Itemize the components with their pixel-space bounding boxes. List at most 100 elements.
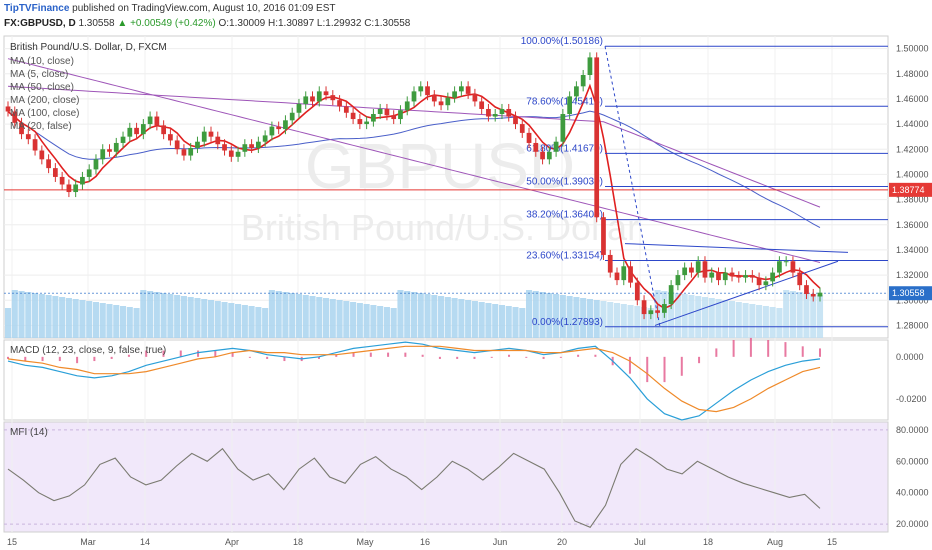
candle-body xyxy=(222,144,227,151)
candle-body xyxy=(431,95,437,102)
time-axis[interactable]: 15 Mar 14 Apr 18 May 16 Jun 20 Jul 18 Aug 15 xyxy=(7,537,837,547)
candle-body xyxy=(59,176,65,185)
time-tick-label: May xyxy=(356,537,374,547)
candle-body xyxy=(80,176,85,185)
volume-bar xyxy=(728,301,736,338)
volume-bar xyxy=(322,298,330,338)
volume-bar xyxy=(126,307,133,338)
candle-body xyxy=(330,95,336,101)
macd-histogram-bar xyxy=(819,348,821,357)
volume-bar xyxy=(505,306,512,338)
legend-ma-10[interactable]: MA (10, close) xyxy=(10,56,74,67)
candle-body xyxy=(181,149,187,156)
mfi-tick-label: 20.0000 xyxy=(896,519,929,529)
candle-body xyxy=(553,141,559,152)
volume-bar xyxy=(363,304,370,338)
candle-body xyxy=(458,86,464,92)
volume-bar xyxy=(92,302,100,338)
volume-bar xyxy=(553,294,560,338)
volume-bar xyxy=(289,293,296,338)
close-value: C:1.30558 xyxy=(364,18,411,29)
legend-ma-20[interactable]: MA (20, false) xyxy=(10,121,72,132)
volume-bar xyxy=(701,297,709,338)
candle-body xyxy=(567,96,573,115)
macd-histogram-bar xyxy=(784,342,787,357)
candle-body xyxy=(168,134,173,141)
trendlines[interactable] xyxy=(624,243,849,326)
mfi-legend[interactable]: MFI (14) xyxy=(10,427,48,438)
chart-header: TipTVFinance published on TradingView.co… xyxy=(0,0,932,34)
candle-body xyxy=(438,101,444,106)
macd-line xyxy=(7,341,821,421)
candle-body xyxy=(377,108,383,115)
candle-body xyxy=(418,86,424,92)
volume-bar xyxy=(586,299,593,338)
volume-bar xyxy=(72,299,79,338)
volume-bar xyxy=(688,295,695,338)
macd-histogram-bar xyxy=(438,356,441,359)
candle-body xyxy=(113,142,119,152)
volume-bar xyxy=(566,296,573,338)
price-tick-label: 1.44000 xyxy=(896,119,929,129)
time-tick-label: Aug xyxy=(767,537,783,547)
candle-body xyxy=(472,93,478,102)
price-axis[interactable]: 1.50000 1.48000 1.46000 1.44000 1.42000 1.400… xyxy=(889,44,932,530)
candle-body xyxy=(601,217,606,255)
candle-body xyxy=(804,285,809,294)
volume-bar xyxy=(458,299,465,338)
volume-bar xyxy=(519,308,526,338)
lower-trendline xyxy=(654,260,839,326)
time-tick-label: Apr xyxy=(225,537,239,547)
volume-bar xyxy=(444,297,451,338)
candle-body xyxy=(621,266,627,281)
candle-body xyxy=(492,114,498,117)
candle-body xyxy=(364,121,370,125)
candle-body xyxy=(93,159,99,170)
ma-50-line xyxy=(7,110,821,229)
volume-bar xyxy=(708,298,715,338)
candle-body xyxy=(668,285,674,305)
volume-bar xyxy=(749,304,756,338)
volume-bar xyxy=(383,307,390,338)
candle-body xyxy=(797,272,803,286)
volume-bar xyxy=(79,300,86,338)
candle-body xyxy=(228,150,234,157)
volume-bar xyxy=(607,302,614,338)
fib-level-label: 100.00%(1.50186) xyxy=(521,36,603,47)
volume-bar xyxy=(140,290,147,338)
volume-bar xyxy=(309,296,316,338)
volume-bar xyxy=(390,308,397,338)
macd-histogram-bar xyxy=(58,356,61,362)
candle-body xyxy=(634,282,640,301)
legend-ma-5[interactable]: MA (5, close) xyxy=(10,69,68,80)
macd-histogram-bar xyxy=(7,356,9,359)
volume-bar xyxy=(600,301,607,338)
candle-body xyxy=(343,106,349,113)
candle-body xyxy=(208,131,214,137)
legend-ma-50[interactable]: MA (50, close) xyxy=(10,82,74,93)
candle-body xyxy=(276,126,282,130)
candle-body xyxy=(147,116,153,125)
candle-body xyxy=(560,114,566,142)
volume-bar xyxy=(769,307,776,338)
macd-histogram-bar xyxy=(680,356,683,376)
volume-bar xyxy=(4,308,12,338)
brand-name[interactable]: TipTVFinance xyxy=(4,3,70,14)
mfi-line xyxy=(7,447,821,528)
volume-bar xyxy=(492,304,499,338)
macd-legend[interactable]: MACD (12, 23, close, 9, false, true) xyxy=(10,345,166,356)
fib-level-label: 38.20%(1.36409) xyxy=(526,210,603,221)
volume-bar xyxy=(722,300,729,338)
volume-bar xyxy=(789,291,796,338)
macd-histogram-bar xyxy=(369,352,372,357)
candle-body xyxy=(127,127,133,137)
candle-body xyxy=(689,267,694,273)
macd-histogram-bar xyxy=(698,356,701,364)
volume-bar xyxy=(478,302,485,338)
volume-bar xyxy=(512,307,519,338)
candle-body xyxy=(316,91,322,102)
candle-body xyxy=(506,108,512,117)
legend-ma-200[interactable]: MA (200, close) xyxy=(10,95,79,106)
legend-ma-100[interactable]: MA (100, close) xyxy=(10,108,79,119)
